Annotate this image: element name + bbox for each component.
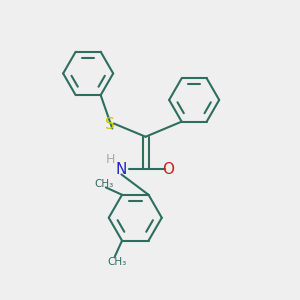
Text: S: S: [105, 118, 115, 133]
Text: N: N: [116, 162, 127, 177]
Text: H: H: [106, 153, 116, 166]
Text: CH₃: CH₃: [107, 257, 127, 267]
Text: CH₃: CH₃: [95, 179, 114, 190]
Text: O: O: [162, 162, 174, 177]
